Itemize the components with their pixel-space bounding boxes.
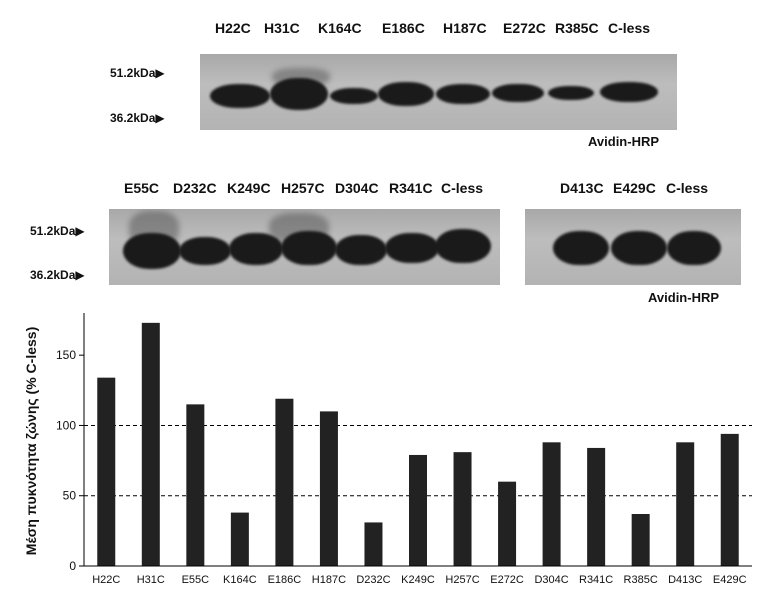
blot2-lane-label: R341C	[389, 180, 433, 196]
bar	[364, 522, 383, 566]
blot-band	[378, 82, 434, 106]
blot1-membrane	[200, 54, 677, 130]
x-tick-label: H257C	[445, 574, 479, 586]
blot-band	[281, 231, 337, 265]
blot1-lane-label: E272C	[503, 20, 546, 36]
blot2-lane-label: D304C	[335, 180, 379, 196]
blot1-detection-label: Avidin-HRP	[588, 134, 660, 149]
blot2-lane-label: C-less	[441, 180, 484, 196]
blot-band	[548, 86, 594, 100]
blot-band	[210, 84, 270, 108]
blot-band	[385, 233, 439, 263]
blot3-membrane	[525, 209, 741, 285]
blot3-detection-label: Avidin-HRP	[648, 290, 720, 305]
bar	[409, 454, 427, 566]
blot1-lane-label: R385C	[555, 20, 599, 36]
bar	[720, 433, 739, 566]
blot2-marker-high: 51.2kDa▶	[30, 224, 85, 238]
bar	[97, 377, 116, 566]
blot1-marker-high: 51.2kDa▶	[110, 66, 165, 80]
blot2-lane-label: K249C	[227, 180, 271, 196]
blot-band	[600, 82, 658, 102]
blot-band	[335, 235, 387, 265]
blot2-membrane	[109, 209, 500, 285]
bars	[97, 322, 739, 566]
y-tick-label: 100	[56, 418, 76, 432]
blot2-lane-label: H257C	[281, 180, 325, 196]
x-tick-label: R341C	[579, 574, 613, 586]
blot-band	[667, 231, 721, 265]
bar	[275, 398, 294, 566]
bar	[542, 442, 561, 566]
bar	[587, 447, 606, 566]
x-tick-label: H187C	[312, 574, 346, 586]
x-ticks: H22C H31C E55C K164C E186C H187C D232C K249C H25…	[92, 574, 746, 586]
x-tick-label: R385C	[624, 574, 658, 586]
y-axis-label: Μέση πυκνότητα ζώνης (% C-less)	[23, 327, 39, 555]
blot-band	[553, 231, 609, 265]
x-tick-label: E272C	[490, 574, 524, 586]
x-tick-label: E429C	[713, 574, 747, 586]
x-tick-label: K164C	[223, 574, 257, 586]
blot-band	[179, 237, 231, 265]
x-tick-label: H22C	[92, 574, 120, 586]
blot1-lane-label: E186C	[382, 20, 425, 36]
x-tick-label: K249C	[401, 574, 435, 586]
x-tick-label: E186C	[268, 574, 302, 586]
x-tick-label: E55C	[182, 574, 210, 586]
x-tick-label: H31C	[137, 574, 165, 586]
x-tick-label: D232C	[356, 574, 390, 586]
bar	[676, 442, 695, 566]
blot3-lane-label: E429C	[613, 180, 656, 196]
blot2-marker-low: 36.2kDa▶	[30, 268, 85, 282]
blot-band	[330, 88, 378, 104]
x-tick-label: D413C	[668, 574, 702, 586]
bar	[631, 513, 650, 566]
blot-band	[611, 231, 667, 265]
blot-band	[435, 229, 491, 263]
blot-band	[436, 84, 490, 104]
blot2-lane-label: D232C	[173, 180, 217, 196]
blot1-lane-label: H31C	[264, 20, 300, 36]
blot1-lane-label: C-less	[608, 20, 651, 36]
bar	[141, 322, 160, 566]
bar	[453, 452, 472, 566]
blot2-lane-label: E55C	[124, 180, 160, 196]
y-ticks: 0 50 100 150	[56, 348, 84, 573]
blot-band	[123, 233, 181, 269]
blot3-lane-label: C-less	[666, 180, 709, 196]
x-tick-label: D304C	[534, 574, 568, 586]
blot-band	[270, 78, 328, 110]
blot1-lane-label: H187C	[443, 20, 487, 36]
bar	[186, 404, 205, 566]
y-tick-label: 0	[69, 559, 76, 573]
bar	[498, 481, 517, 566]
reference-lines	[84, 424, 752, 497]
y-tick-label: 50	[63, 489, 77, 503]
y-tick-label: 150	[56, 348, 76, 362]
blot-band	[492, 84, 544, 102]
blot1-lane-label: K164C	[318, 20, 362, 36]
blot1-lane-label: H22C	[215, 20, 251, 36]
blot1-marker-low: 36.2kDa▶	[110, 111, 165, 125]
blot-band	[229, 233, 283, 265]
bar	[319, 411, 338, 566]
bar	[230, 512, 249, 566]
blot3-lane-label: D413C	[560, 180, 604, 196]
